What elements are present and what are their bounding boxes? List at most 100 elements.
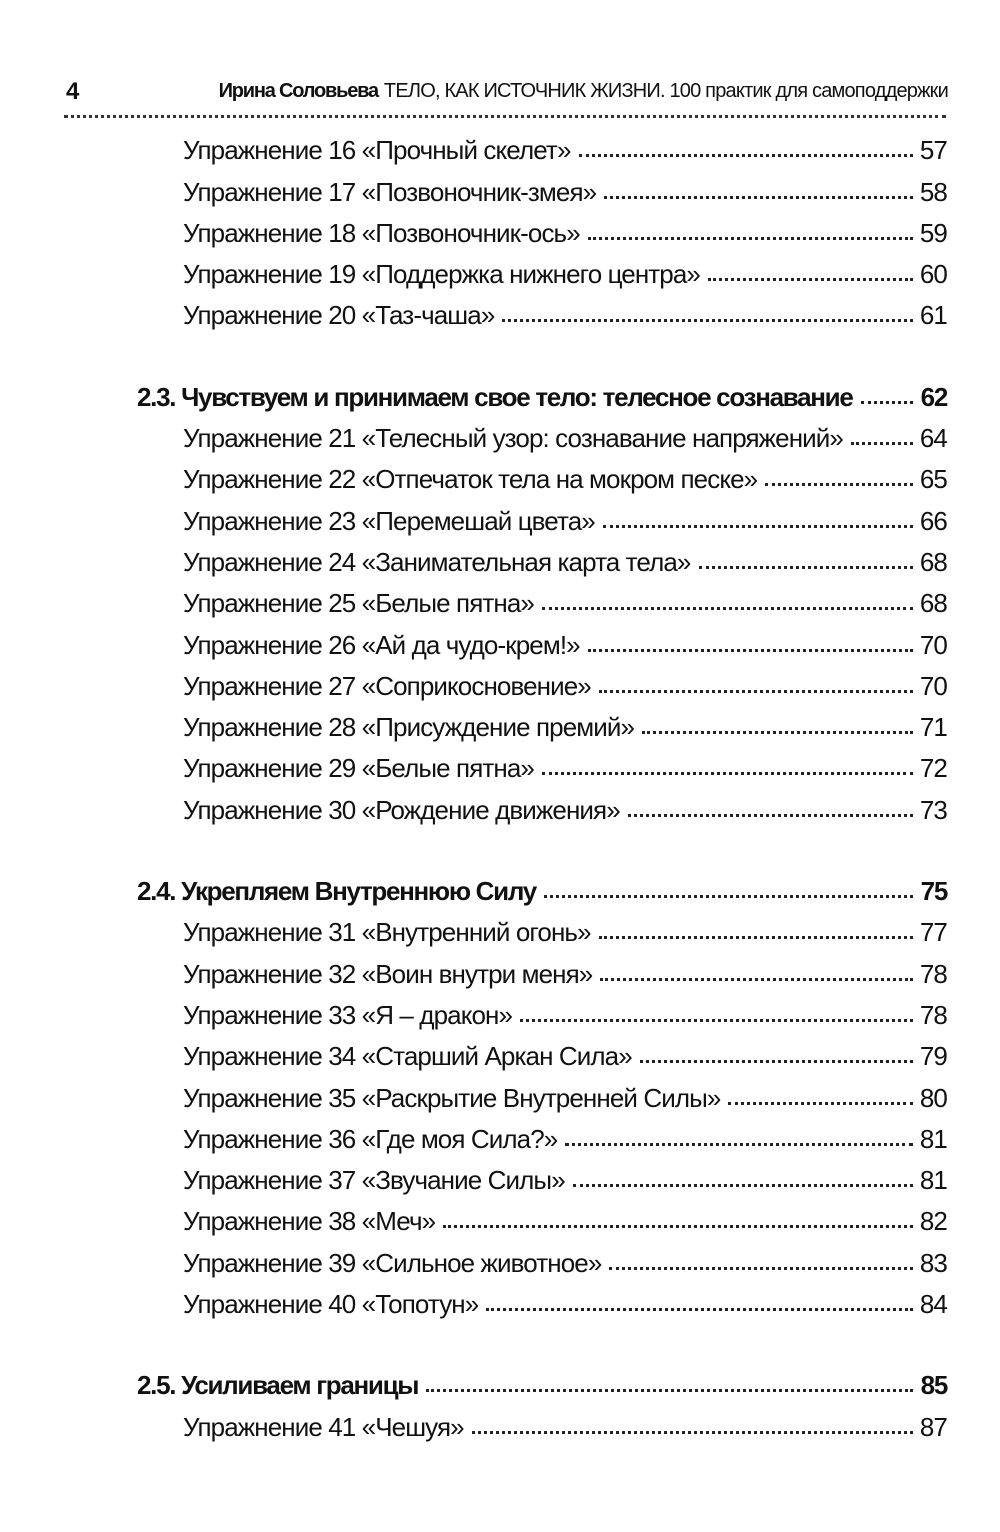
entry-page: 77 [919,917,948,948]
toc-entry[interactable]: Упражнение 35 «Раскрытие Внутренней Силы… [183,1075,948,1116]
toc-entry[interactable]: Упражнение 28 «Присуждение премий» 71 [183,705,948,746]
leader-dots [486,1308,913,1312]
entry-title: Упражнение 24 «Занимательная карта тела» [183,546,691,577]
toc-section[interactable]: 2.4. Укрепляем Внутреннюю Силу 75 [137,869,949,910]
toc-entry[interactable]: Упражнение 22 «Отпечаток тела на мокром … [183,457,948,498]
entry-page: 65 [919,464,948,495]
entry-page: 72 [919,753,948,784]
leader-dots [471,1430,913,1434]
entry-page: 82 [919,1206,948,1237]
leader-dots [587,648,913,652]
entry-title: Упражнение 32 «Воин внутри меня» [183,958,593,989]
toc-entry[interactable]: Упражнение 26 «Ай да чудо-крем!» 70 [183,622,948,663]
entry-title: Упражнение 28 «Присуждение премий» [183,712,635,743]
leader-dots [443,1225,913,1229]
leader-dots [860,400,913,404]
entry-title: Упражнение 22 «Отпечаток тела на мокром … [183,464,758,495]
entry-page: 61 [919,300,948,331]
toc-entry[interactable]: Упражнение 33 «Я – дракон» 78 [183,993,948,1034]
entry-title: Упражнение 30 «Рождение движения» [183,794,621,825]
author: Ирина Соловьева [218,80,380,102]
toc-entry[interactable]: Упражнение 41 «Чешуя» 87 [183,1404,948,1445]
entry-page: 60 [919,259,948,290]
toc-entry[interactable]: Упражнение 32 «Воин внутри меня» 78 [183,951,948,992]
toc-section[interactable]: 2.5. Усиливаем границы 85 [137,1363,949,1404]
spacer [0,829,1000,869]
toc-entry[interactable]: Упражнение 19 «Поддержка нижнего центра»… [183,252,948,293]
entry-title: Упражнение 35 «Раскрытие Внутренней Силы… [183,1082,721,1113]
toc-entry[interactable]: Упражнение 29 «Белые пятна» 72 [183,746,948,787]
entry-page: 87 [919,1411,948,1442]
entry-page: 70 [919,670,948,701]
leader-dots [572,1184,913,1188]
entry-page: 79 [919,1041,948,1072]
toc-entry[interactable]: Упражнение 23 «Перемешай цвета» 66 [183,498,948,539]
entry-page: 78 [919,999,948,1030]
entry-page: 75 [920,876,949,907]
entry-page: 78 [919,958,948,989]
leader-dots [587,236,913,240]
entry-title: 2.4. Укрепляем Внутреннюю Силу [137,876,537,907]
toc-entry[interactable]: Упражнение 17 «Позвоночник-змея» 58 [183,169,948,210]
toc-entry[interactable]: Упражнение 38 «Меч» 82 [183,1199,948,1240]
entry-page: 68 [919,588,948,619]
entry-title: Упражнение 18 «Позвоночник-ось» [183,217,581,248]
entry-page: 58 [919,176,948,207]
entry-page: 68 [919,546,948,577]
entry-title: Упражнение 21 «Телесный узор: сознавание… [183,423,844,454]
entry-title: Упражнение 17 «Позвоночник-змея» [183,176,597,207]
entry-title: Упражнение 20 «Таз-чаша» [183,300,495,331]
entry-title: Упражнение 23 «Перемешай цвета» [183,505,596,536]
leader-dots [578,154,913,158]
leader-dots [600,977,913,981]
toc-entry[interactable]: Упражнение 16 «Прочный скелет» 57 [183,128,948,169]
entry-page: 80 [919,1082,948,1113]
toc-entry[interactable]: Упражнение 31 «Внутренний огонь» 77 [183,910,948,951]
entry-page: 57 [919,135,948,166]
entry-page: 70 [919,629,948,660]
toc-entry[interactable]: Упражнение 37 «Звучание Силы» 81 [183,1158,948,1199]
toc-entry[interactable]: Упражнение 36 «Где моя Сила?» 81 [183,1117,948,1158]
page-number: 4 [66,78,80,105]
running-title: Ирина Соловьева ТЕЛО, КАК ИСТОЧНИК ЖИЗНИ.… [218,80,949,103]
leader-dots [598,689,913,693]
entry-page: 85 [920,1370,949,1401]
spacer [0,334,1000,374]
toc-entry[interactable]: Упражнение 20 «Таз-чаша» 61 [183,293,948,334]
leader-dots [850,442,913,446]
toc-section[interactable]: 2.3. Чувствуем и принимаем свое тело: те… [137,374,948,415]
entry-title: Упражнение 19 «Поддержка нижнего центра» [183,259,701,290]
entry-title: Упражнение 33 «Я – дракон» [183,999,513,1030]
entry-page: 66 [919,505,948,536]
entry-title: Упражнение 26 «Ай да чудо-крем!» [183,629,581,660]
header-divider [64,115,946,118]
entry-title: Упражнение 40 «Топотун» [183,1289,479,1320]
toc-entry[interactable]: Упражнение 30 «Рождение движения» 73 [183,787,948,828]
leader-dots [728,1101,913,1105]
toc-entry[interactable]: Упражнение 18 «Позвоночник-ось» 59 [183,211,948,252]
toc-entry[interactable]: Упражнение 24 «Занимательная карта тела»… [183,540,948,581]
toc-entry[interactable]: Упражнение 34 «Старший Аркан Сила» 79 [183,1034,948,1075]
entry-page: 59 [919,217,948,248]
leader-dots [698,565,913,569]
toc-entry[interactable]: Упражнение 25 «Белые пятна» 68 [183,581,948,622]
leader-dots [602,524,913,528]
entry-page: 81 [919,1165,948,1196]
toc-entry[interactable]: Упражнение 21 «Телесный узор: сознавание… [183,416,948,457]
leader-dots [642,731,913,735]
entry-page: 84 [919,1289,948,1320]
leader-dots [639,1060,913,1064]
entry-page: 81 [919,1123,948,1154]
entry-title: Упражнение 39 «Сильное животное» [183,1247,602,1278]
entry-title: Упражнение 27 «Соприкосновение» [183,670,592,701]
leader-dots [541,772,913,776]
leader-dots [598,936,913,940]
book-title: ТЕЛО, КАК ИСТОЧНИК ЖИЗНИ. 100 практик дл… [383,80,949,102]
entry-page: 71 [919,712,948,743]
toc-entry[interactable]: Упражнение 27 «Соприкосновение» 70 [183,664,948,705]
table-of-contents: Упражнение 16 «Прочный скелет» 57 Упражнен… [0,128,1000,1446]
spacer [0,1323,1000,1363]
toc-entry[interactable]: Упражнение 39 «Сильное животное» 83 [183,1240,948,1281]
toc-entry[interactable]: Упражнение 40 «Топотун» 84 [183,1282,948,1323]
